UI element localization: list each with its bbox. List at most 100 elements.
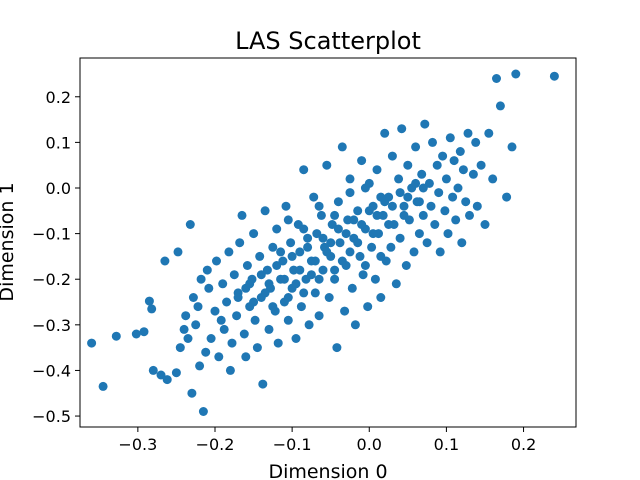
scatter-point	[471, 137, 481, 147]
scatter-point	[195, 361, 205, 371]
scatter-point	[173, 247, 183, 257]
scatter-point	[333, 224, 343, 234]
scatter-point	[476, 160, 486, 170]
scatter-point	[250, 315, 260, 325]
scatter-point	[360, 183, 370, 193]
scatter-point	[480, 220, 490, 229]
scatter-point	[461, 197, 471, 207]
scatter-point	[395, 233, 405, 243]
scatter-point	[312, 229, 322, 239]
scatter-point	[303, 242, 313, 252]
scatter-point	[314, 274, 324, 284]
scatter-point	[414, 229, 424, 239]
scatter-point	[345, 174, 355, 184]
scatter-point	[495, 101, 505, 111]
scatter-point	[202, 265, 212, 275]
scatter-point	[457, 238, 467, 248]
scatter-point	[448, 192, 458, 202]
scatter-point	[363, 302, 373, 312]
scatter-point	[235, 238, 245, 248]
scatter-point	[453, 183, 463, 193]
scatter-point	[391, 279, 401, 289]
scatter-point	[272, 224, 282, 234]
scatter-point	[206, 334, 216, 343]
scatter-point	[549, 71, 559, 81]
scatter-point	[283, 215, 293, 225]
scatter-point	[422, 238, 432, 248]
scatter-point	[420, 119, 430, 129]
scatter-point	[449, 156, 459, 166]
scatter-point	[111, 331, 121, 341]
scatter-point	[511, 69, 521, 79]
scatter-point	[258, 379, 268, 389]
scatter-point	[430, 220, 440, 229]
scatter-point	[309, 192, 319, 202]
scatter-point	[465, 210, 474, 220]
scatter-point	[306, 270, 316, 280]
scatter-point	[349, 215, 359, 225]
scatter-point	[268, 302, 278, 312]
y-tick-label: −0.3	[32, 316, 71, 335]
scatter-point	[438, 151, 448, 161]
scatter-point	[239, 329, 249, 339]
scatter-point	[367, 242, 377, 252]
scatter-point	[241, 352, 251, 362]
scatter-point	[144, 296, 154, 306]
points-layer	[87, 69, 559, 416]
scatter-point	[304, 320, 314, 330]
scatter-point	[191, 320, 201, 330]
scatter-point	[502, 192, 512, 202]
scatter-point	[347, 283, 357, 293]
y-axis-ticks: −0.5 −0.4 −0.3 −0.2 −0.1 0.0 0.1 0.2	[32, 88, 80, 426]
scatter-point	[387, 201, 397, 211]
scatter-point	[314, 311, 324, 321]
scatter-point	[463, 128, 473, 138]
scatter-point	[291, 334, 301, 343]
scatter-point	[160, 256, 170, 266]
scatter-point	[326, 238, 336, 248]
scatter-point	[376, 293, 386, 302]
scatter-point	[332, 343, 342, 353]
scatter-point	[287, 251, 297, 261]
scatter-point	[330, 210, 340, 220]
scatter-point	[360, 261, 370, 270]
scatter-point	[314, 201, 324, 211]
scatter-point	[399, 201, 409, 211]
scatter-point	[242, 261, 252, 270]
scatter-point	[175, 343, 185, 353]
scatter-point	[296, 302, 306, 312]
scatter-point	[147, 304, 157, 314]
scatter-point	[216, 315, 226, 325]
scatter-point	[492, 74, 501, 83]
scatter-point	[432, 160, 442, 170]
scatter-point	[378, 210, 388, 220]
scatter-point	[411, 178, 421, 188]
scatter-point	[322, 247, 332, 257]
scatter-point	[260, 206, 270, 216]
y-axis-title: Dimension 1	[0, 182, 18, 301]
x-tick-label: 0.0	[357, 435, 382, 454]
scatter-point	[187, 388, 197, 398]
scatter-point	[295, 265, 305, 275]
y-tick-label: 0.2	[46, 88, 71, 107]
scatter-point	[227, 338, 237, 348]
scatter-point	[397, 124, 407, 134]
scatter-point	[322, 160, 332, 170]
scatter-point	[417, 169, 427, 179]
scatter-point	[409, 247, 419, 257]
scatter-point	[264, 279, 274, 289]
scatter-point	[156, 370, 166, 380]
x-tick-label: −0.2	[196, 435, 235, 454]
scatter-point	[222, 297, 232, 307]
scatter-point	[330, 274, 340, 284]
scatter-point	[384, 220, 394, 229]
scatter-point	[279, 274, 289, 284]
scatter-point	[358, 270, 368, 280]
scatter-point	[445, 133, 455, 143]
scatter-point	[468, 169, 478, 179]
scatter-point	[272, 261, 282, 270]
scatter-point	[316, 210, 326, 220]
scatter-point	[249, 297, 259, 307]
scatter-point	[372, 210, 382, 220]
